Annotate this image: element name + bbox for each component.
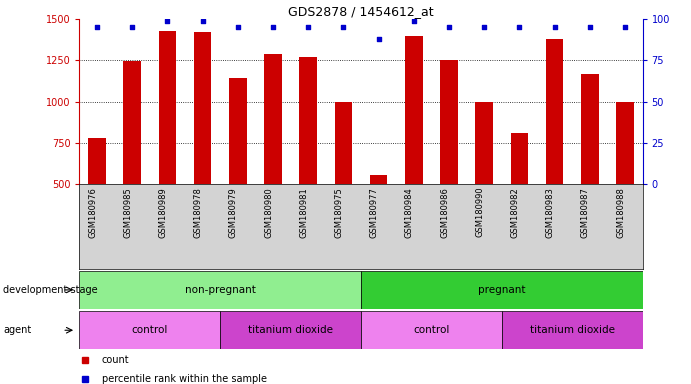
Point [479,25,490,31]
Point [338,25,349,31]
Text: count: count [102,355,130,365]
Point [408,18,419,24]
Text: GSM180975: GSM180975 [334,187,343,238]
Point [303,25,314,31]
Bar [220,311,361,349]
Text: titanium dioxide: titanium dioxide [248,325,333,335]
Text: GSM180979: GSM180979 [229,187,238,238]
Point [162,18,173,24]
Text: GSM180986: GSM180986 [440,187,449,238]
Text: development stage: development stage [3,285,98,295]
Text: agent: agent [3,325,32,335]
Point [91,25,102,31]
Point [444,25,455,31]
Text: GSM180989: GSM180989 [158,187,167,238]
Bar [79,271,361,309]
Point [373,36,384,42]
Bar [229,78,247,267]
Text: GSM180985: GSM180985 [123,187,132,238]
Point [514,25,525,31]
Text: GSM180977: GSM180977 [370,187,379,238]
Text: control: control [413,325,450,335]
Text: GSM180988: GSM180988 [616,187,625,238]
Title: GDS2878 / 1454612_at: GDS2878 / 1454612_at [288,5,434,18]
Bar [361,271,643,309]
Bar [511,133,528,267]
Text: titanium dioxide: titanium dioxide [530,325,615,335]
Bar [159,31,176,267]
Point [126,25,138,31]
Bar [502,311,643,349]
Bar [546,39,563,267]
Bar [264,54,282,267]
Bar [299,57,317,267]
Point [267,25,278,31]
Bar [440,61,458,267]
Point [232,25,243,31]
Text: non-pregnant: non-pregnant [184,285,256,295]
Point [197,18,208,24]
Bar [194,32,211,267]
Bar [405,36,423,267]
Text: pregnant: pregnant [478,285,526,295]
Text: GSM180982: GSM180982 [511,187,520,238]
Point [620,25,631,31]
Bar [616,102,634,267]
Bar [581,74,598,267]
Bar [124,61,141,267]
Text: control: control [132,325,168,335]
Bar [334,102,352,267]
Text: percentile rank within the sample: percentile rank within the sample [102,374,267,384]
Text: GSM180983: GSM180983 [546,187,555,238]
Bar [361,311,502,349]
Text: GSM180984: GSM180984 [405,187,414,238]
Bar [475,102,493,267]
Text: GSM180987: GSM180987 [581,187,590,238]
Text: GSM180990: GSM180990 [475,187,484,237]
Point [549,25,560,31]
Bar [370,175,388,267]
Text: GSM180980: GSM180980 [264,187,273,238]
Bar [88,138,106,267]
Text: GSM180976: GSM180976 [88,187,97,238]
Bar [79,311,220,349]
Text: GSM180978: GSM180978 [193,187,202,238]
Point [585,25,596,31]
Text: GSM180981: GSM180981 [299,187,308,238]
